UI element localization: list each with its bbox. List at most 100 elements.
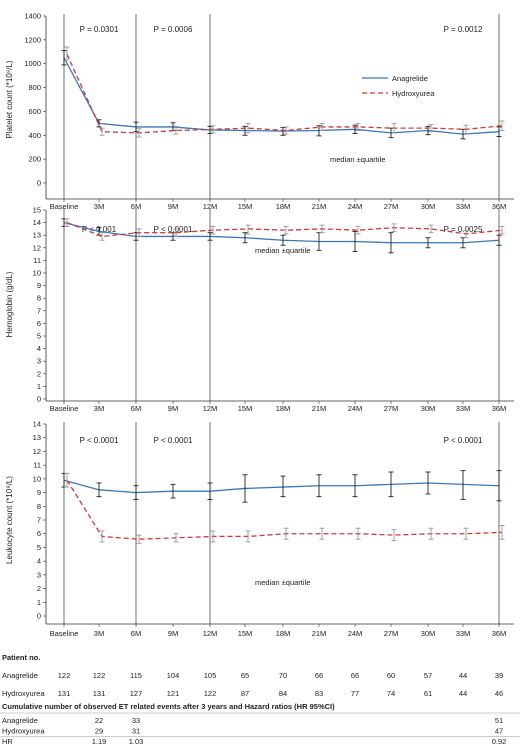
patient-count: 131	[58, 689, 71, 698]
patient-count: 46	[495, 689, 503, 698]
x-tick-label: 36M	[492, 404, 507, 413]
x-tick-label: 21M	[312, 629, 327, 638]
y-tick-label: 8	[37, 294, 41, 303]
events-value-3m: 1.19	[92, 737, 107, 746]
y-tick-label: 15	[33, 206, 41, 215]
patient-count: 84	[279, 689, 287, 698]
x-tick-label: 9M	[168, 404, 178, 413]
patient-count: 131	[93, 689, 106, 698]
events-value-36m: 51	[495, 716, 503, 725]
x-tick-label: 33M	[456, 202, 471, 211]
events-value-6m: 31	[132, 727, 140, 736]
events-value-3m: 29	[95, 727, 103, 736]
x-tick-label: Baseline	[50, 629, 79, 638]
x-tick-label: 24M	[348, 202, 363, 211]
patient-row-label: Anagrelide	[2, 671, 38, 680]
y-tick-label: 2	[37, 584, 41, 593]
legend-label: Anagrelide	[392, 74, 428, 83]
events-row-label: Hydroxyurea	[2, 727, 45, 736]
y-axis-label: Hemoglobin (g/dL)	[5, 271, 14, 337]
patient-count: 66	[351, 671, 359, 680]
y-axis-label: Leukocyte count (*10⁹/L)	[5, 476, 14, 564]
x-tick-label: 33M	[456, 404, 471, 413]
events-row-label: Anagrelide	[2, 716, 38, 725]
y-tick-label: 11	[33, 256, 41, 265]
median-quartile-note: median ±quartile	[255, 246, 310, 255]
patient-count: 122	[93, 671, 106, 680]
panel-0: 0 200 400 600 800 1000 1200 1400 Platelet count …	[5, 12, 514, 211]
x-tick-label: 24M	[348, 629, 363, 638]
x-tick-label: 36M	[492, 629, 507, 638]
patient-count: 39	[495, 671, 503, 680]
events-value-3m: 22	[95, 716, 103, 725]
p-value-label: P = 0.0301	[80, 25, 119, 34]
events-value-6m: 33	[132, 716, 140, 725]
events-value-36m: 47	[495, 727, 503, 736]
y-tick-label: 1200	[24, 35, 41, 44]
patient-count: 61	[424, 689, 432, 698]
x-tick-label: 15M	[238, 404, 253, 413]
y-tick-label: 600	[28, 107, 41, 116]
x-tick-label: 6M	[131, 202, 141, 211]
y-tick-label: 11	[33, 461, 41, 470]
patient-count: 104	[167, 671, 180, 680]
x-tick-label: 27M	[384, 202, 399, 211]
y-tick-label: 400	[28, 131, 41, 140]
y-tick-label: 200	[28, 155, 41, 164]
patient-table-title: Patient no.	[2, 653, 40, 662]
y-tick-label: 4	[37, 557, 41, 566]
y-axis-label: Platelet count (*10⁹/L)	[5, 60, 14, 138]
x-tick-label: 21M	[312, 404, 327, 413]
patient-count: 121	[167, 689, 180, 698]
y-tick-label: 1	[37, 598, 41, 607]
x-tick-label: 12M	[203, 202, 218, 211]
x-tick-label: 15M	[238, 629, 253, 638]
patient-count: 65	[241, 671, 249, 680]
x-tick-label: 21M	[312, 202, 327, 211]
y-tick-label: 12	[33, 243, 41, 252]
y-tick-label: 1400	[24, 12, 41, 21]
y-tick-label: 8	[37, 502, 41, 511]
p-value-label: P = 0.0012	[444, 25, 483, 34]
x-tick-label: Baseline	[50, 202, 79, 211]
y-tick-label: 1	[37, 382, 41, 391]
y-tick-label: 6	[37, 529, 41, 538]
patient-count: 122	[58, 671, 71, 680]
x-tick-label: 27M	[384, 629, 399, 638]
median-quartile-note: median ±quartile	[255, 578, 310, 587]
events-table-title: Cumulative number of observed ET related…	[2, 702, 335, 711]
y-tick-label: 9	[37, 488, 41, 497]
y-tick-label: 13	[33, 231, 41, 240]
x-tick-label: 18M	[276, 629, 291, 638]
patient-count: 57	[424, 671, 432, 680]
y-tick-label: 800	[28, 83, 41, 92]
x-tick-label: 30M	[421, 629, 436, 638]
patient-table: Patient no. Anagrelide 122 122 115 104 105 65 70…	[2, 653, 503, 698]
patient-count: 127	[130, 689, 143, 698]
y-tick-label: 3	[37, 570, 41, 579]
x-tick-label: 18M	[276, 404, 291, 413]
y-tick-label: 5	[37, 543, 41, 552]
patient-count: 60	[387, 671, 395, 680]
x-tick-label: 27M	[384, 404, 399, 413]
patient-count: 115	[130, 671, 142, 680]
x-tick-label: 3M	[94, 202, 104, 211]
events-table: Cumulative number of observed ET related…	[0, 702, 520, 748]
x-tick-label: 6M	[131, 404, 141, 413]
legend: Anagrelide Hydroxyurea	[362, 74, 435, 98]
x-tick-label: 12M	[203, 629, 218, 638]
y-tick-label: 9	[37, 281, 41, 290]
y-tick-label: 7	[37, 516, 41, 525]
p-value-label: P < 0.0001	[154, 225, 193, 234]
y-tick-label: 13	[33, 433, 41, 442]
x-tick-label: 24M	[348, 404, 363, 413]
series-line	[66, 53, 503, 134]
patient-count: 87	[241, 689, 249, 698]
median-quartile-note: median ±quartile	[330, 155, 385, 164]
patient-count: 70	[279, 671, 287, 680]
x-tick-label: 12M	[203, 404, 218, 413]
p-value-label: P = 0.0025	[444, 225, 483, 234]
